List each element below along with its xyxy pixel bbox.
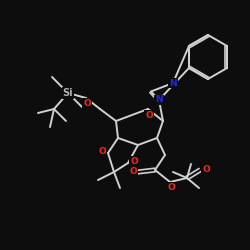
Text: N: N — [169, 78, 177, 88]
Text: O: O — [202, 166, 210, 174]
Text: O: O — [145, 110, 153, 120]
Text: O: O — [83, 98, 91, 108]
Text: N: N — [155, 96, 163, 104]
Text: Si: Si — [63, 88, 73, 98]
Text: O: O — [98, 146, 106, 156]
Text: O: O — [130, 156, 138, 166]
Text: O: O — [167, 182, 175, 192]
Text: O: O — [129, 166, 137, 175]
